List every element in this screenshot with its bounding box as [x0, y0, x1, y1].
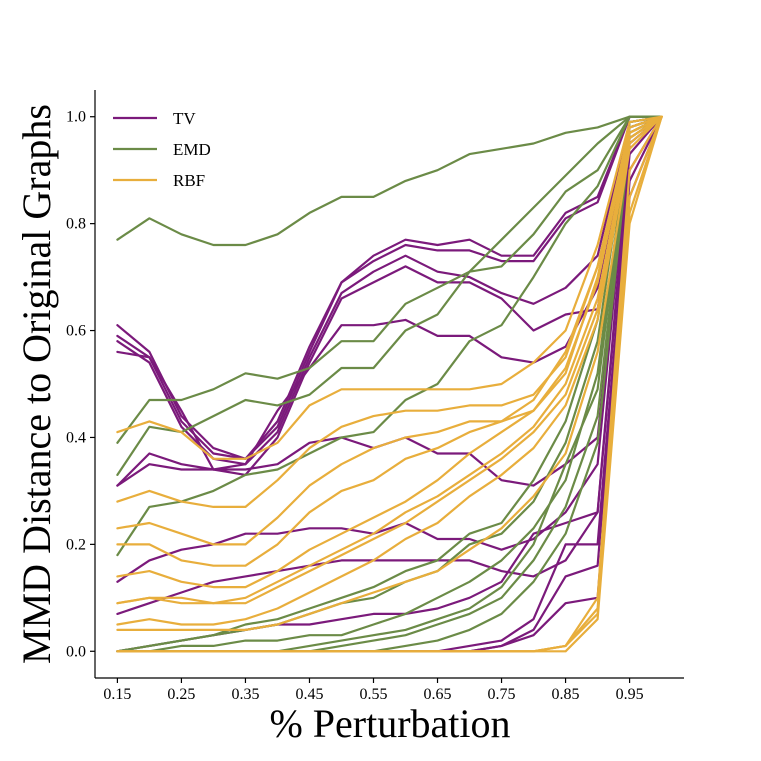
- series-line-rbf-24: [116, 115, 663, 508]
- series-line-rbf-27: [116, 115, 663, 589]
- x-tick-label: 0.85: [552, 686, 580, 703]
- y-tick-label: 0.2: [66, 536, 86, 553]
- x-tick-label: 0.15: [103, 686, 131, 703]
- series-line-emd-14: [116, 115, 663, 444]
- legend-label-emd: EMD: [173, 140, 211, 159]
- series-line-rbf-23: [116, 115, 663, 460]
- series-line-emd-15: [116, 115, 663, 476]
- series-line-tv-8: [116, 115, 663, 615]
- x-tick-label: 0.25: [167, 686, 195, 703]
- y-tick-label: 0.8: [66, 216, 86, 233]
- series-line-emd-13: [116, 115, 663, 247]
- x-axis-title: % Perturbation: [269, 701, 510, 746]
- series-line-rbf-35: [116, 115, 663, 653]
- series-line-rbf-30: [116, 115, 663, 626]
- x-tick-label: 0.75: [488, 686, 516, 703]
- series-line-tv-7: [116, 115, 663, 583]
- legend-label-rbf: RBF: [173, 171, 205, 190]
- y-tick-label: 0.0: [66, 643, 86, 660]
- series-line-rbf-25: [116, 115, 663, 546]
- y-tick-label: 1.0: [66, 109, 86, 126]
- legend-label-tv: TV: [173, 109, 196, 128]
- ticks-layer: 0.15 0.25 0.35 0.45 0.55 0.65 0.75 0.85 0.95 0.0 0…: [66, 109, 644, 703]
- series-line-emd-18: [116, 115, 663, 653]
- x-tick-label: 0.65: [424, 686, 452, 703]
- series-line-emd-19: [116, 115, 663, 653]
- series-line-tv-11: [116, 115, 663, 653]
- series-line-tv-2: [116, 115, 663, 460]
- series-line-rbf-29: [116, 115, 663, 605]
- series-layer: [116, 115, 663, 653]
- series-line-rbf-31: [116, 115, 663, 631]
- x-tick-label: 0.95: [616, 686, 644, 703]
- y-tick-label: 0.4: [66, 429, 86, 446]
- x-tick-label: 0.55: [359, 686, 387, 703]
- series-line-rbf-26: [116, 115, 663, 567]
- series-line-emd-16: [116, 115, 663, 557]
- axes-layer: [94, 90, 684, 679]
- legend: TV EMD RBF: [113, 109, 211, 190]
- x-tick-label: 0.45: [295, 686, 323, 703]
- series-line-tv-1: [116, 115, 663, 460]
- y-axis-title: MMD Distance to Original Graphs: [14, 104, 59, 664]
- x-tick-label: 0.35: [231, 686, 259, 703]
- y-tick-label: 0.6: [66, 323, 86, 340]
